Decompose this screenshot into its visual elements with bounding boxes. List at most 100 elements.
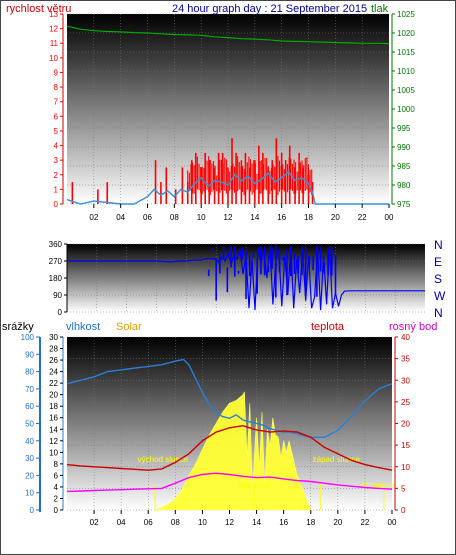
pressure-tick-label: 985 — [397, 162, 411, 171]
wind-tick-label: 1 — [54, 185, 59, 194]
x-tick-label: 00 — [385, 213, 394, 222]
pressure-axis-ticks: 975 980 985 990 995 1000 1005 1010 1015 1020 1025 — [392, 10, 415, 209]
x-tick-label: 00 — [388, 518, 397, 527]
x-tick-label: 10 — [198, 518, 207, 527]
solar-tick-label: 8 — [54, 460, 59, 469]
x-tick-label: 02 — [89, 213, 98, 222]
temperature-tick-label: 0 — [401, 506, 406, 515]
pressure-tick-label: 1000 — [397, 105, 415, 114]
wind-tick-label: 2 — [54, 171, 59, 180]
humidity-axis-ticks: 0 10 20 30 40 50 60 70 80 90 100 — [21, 333, 40, 515]
humidity-axis-title: vlhkost — [66, 321, 100, 333]
solar-tick-label: 22 — [49, 379, 58, 388]
direction-tick-label: 90 — [53, 291, 62, 300]
x-tick-label: 08 — [170, 213, 179, 222]
rain-axis-title: srážky — [2, 321, 34, 333]
pressure-line — [66, 25, 390, 45]
wind-pressure-x-ticks: 02 04 06 08 10 12 14 16 18 20 22 00 — [89, 204, 394, 222]
solar-tick-label: 0 — [54, 506, 59, 515]
x-tick-label: 22 — [358, 213, 367, 222]
pressure-tick-label: 1010 — [397, 67, 415, 76]
humidity-tick-label: 100 — [21, 333, 35, 342]
solar-tick-label: 24 — [49, 368, 58, 377]
wind-tick-label: 6 — [54, 112, 59, 121]
climate-x-ticks: 02 04 06 08 10 12 14 16 18 20 22 00 — [90, 510, 397, 527]
solar-tick-label: 6 — [54, 471, 59, 480]
wind-axis-title: rychlost větru — [6, 3, 71, 15]
humidity-tick-label: 0 — [30, 506, 35, 515]
x-tick-label: 16 — [279, 518, 288, 527]
direction-tick-label: 270 — [49, 257, 63, 266]
dew-point-line — [66, 472, 393, 493]
wind-average-line — [66, 170, 389, 205]
x-tick-label: 22 — [360, 518, 369, 527]
temperature-tick-label: 30 — [401, 376, 410, 385]
event-label: Moonset — [239, 481, 270, 490]
wind-tick-label: 4 — [54, 142, 59, 151]
pressure-tick-label: 990 — [397, 143, 411, 152]
x-tick-label: 20 — [331, 213, 340, 222]
x-tick-label: 14 — [252, 518, 261, 527]
temperature-tick-label: 35 — [401, 355, 410, 364]
wind-tick-label: 5 — [54, 127, 59, 136]
wind-tick-label: 3 — [54, 156, 59, 165]
temperature-line — [66, 424, 393, 471]
x-tick-label: 04 — [116, 213, 125, 222]
pressure-tick-label: 1020 — [397, 29, 415, 38]
temperature-axis-ticks: 0 5 10 15 20 25 30 35 40 — [395, 333, 410, 515]
event-label: Moonrise — [362, 481, 395, 490]
event-label: západ slunce — [313, 455, 361, 464]
direction-degree-ticks: 0 90 180 270 360 — [49, 240, 67, 317]
solar-tick-label: 10 — [49, 448, 58, 457]
pressure-tick-label: 980 — [397, 181, 411, 190]
chart-title: 24 hour graph day : 21 September 2015 — [172, 3, 367, 15]
wind-tick-label: 12 — [49, 25, 58, 34]
x-tick-label: 20 — [333, 518, 342, 527]
temperature-tick-label: 20 — [401, 420, 410, 429]
pressure-axis-title: tlak — [371, 3, 389, 15]
compass-label: S — [434, 272, 442, 286]
pressure-tick-label: 1015 — [397, 48, 415, 57]
humidity-line — [66, 358, 393, 438]
x-tick-label: 14 — [250, 213, 259, 222]
x-tick-label: 06 — [144, 518, 153, 527]
temperature-axis-title: teplota — [311, 321, 345, 333]
pressure-tick-label: 995 — [397, 124, 411, 133]
direction-tick-label: 360 — [49, 240, 63, 249]
pressure-tick-label: 1005 — [397, 86, 415, 95]
x-tick-label: 02 — [90, 518, 99, 527]
compass-label: W — [434, 289, 446, 303]
humidity-tick-label: 80 — [25, 368, 34, 377]
humidity-tick-label: 20 — [25, 471, 34, 480]
x-tick-label: 12 — [225, 518, 234, 527]
temperature-tick-label: 40 — [401, 333, 410, 342]
wind-tick-label: 13 — [49, 10, 58, 19]
solar-tick-label: 16 — [49, 414, 58, 423]
solar-tick-label: 26 — [49, 356, 58, 365]
humidity-tick-label: 70 — [25, 385, 34, 394]
direction-tick-label: 0 — [58, 308, 63, 317]
solar-tick-label: 4 — [54, 483, 59, 492]
solar-axis-title: Solar — [116, 321, 142, 333]
wind-tick-label: 11 — [50, 39, 59, 48]
solar-tick-label: 20 — [49, 391, 58, 400]
x-tick-label: 08 — [171, 518, 180, 527]
solar-area — [154, 391, 312, 511]
solar-tick-label: 30 — [49, 333, 58, 342]
temperature-tick-label: 10 — [401, 463, 410, 472]
x-tick-label: 16 — [277, 213, 286, 222]
x-tick-label: 12 — [224, 213, 233, 222]
solar-tick-label: 18 — [49, 402, 58, 411]
humidity-tick-label: 50 — [25, 420, 34, 429]
x-tick-label: 10 — [197, 213, 206, 222]
humidity-tick-label: 30 — [25, 454, 34, 463]
compass-label: N — [434, 306, 443, 320]
wind-tick-label: 9 — [54, 68, 59, 77]
wind-tick-label: 10 — [49, 54, 58, 63]
